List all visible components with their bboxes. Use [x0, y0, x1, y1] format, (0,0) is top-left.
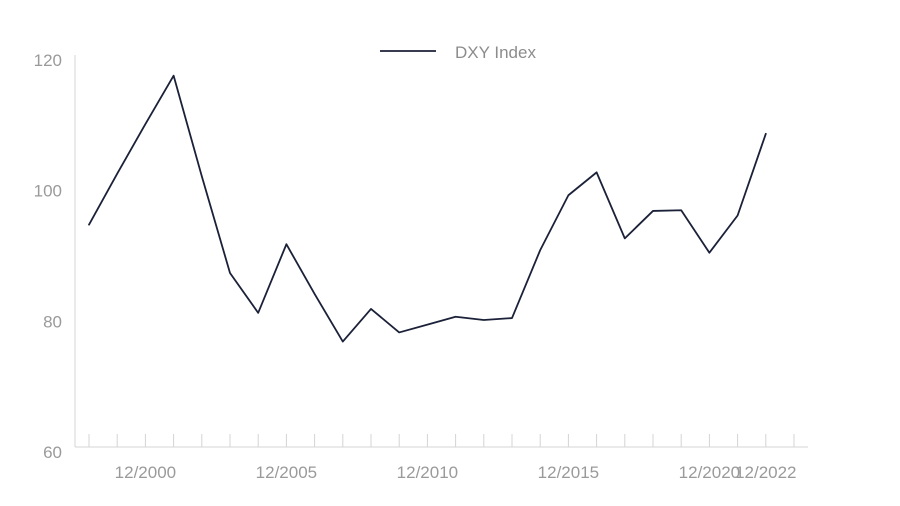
x-tick-label-12-2015: 12/2015 [538, 463, 599, 482]
x-tick-label-12-2022: 12/2022 [735, 463, 796, 482]
y-tick-labels: 60 80 100 120 [34, 51, 62, 462]
x-tick-marks [88, 434, 795, 447]
series-group [88, 74, 767, 343]
legend: DXY Index [380, 43, 536, 62]
y-tick-label-120: 120 [34, 51, 62, 70]
x-tick-labels: 12/2000 12/2005 12/2010 12/2015 12/202012/20… [115, 463, 797, 482]
series-line-dxy [88, 74, 767, 343]
x-tick-label-12-2000: 12/2000 [115, 463, 176, 482]
x-tick-label-12-2005: 12/2005 [256, 463, 317, 482]
x-tick-label-12-2020: 12/2020 [679, 463, 740, 482]
y-tick-label-100: 100 [34, 182, 62, 201]
y-tick-label-80: 80 [43, 312, 62, 331]
legend-label-dxy: DXY Index [455, 43, 536, 62]
y-tick-label-60: 60 [43, 443, 62, 462]
axes [74, 55, 808, 448]
x-tick-label-12-2010: 12/2010 [397, 463, 458, 482]
